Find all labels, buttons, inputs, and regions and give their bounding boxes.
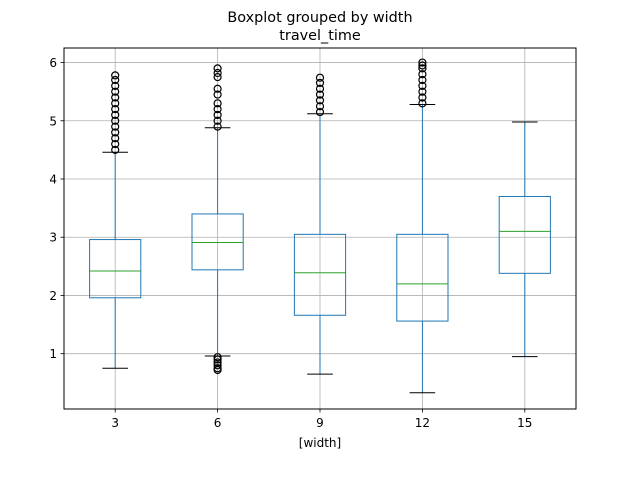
outlier-point bbox=[213, 68, 222, 78]
chart-subtitle: travel_time bbox=[279, 28, 361, 44]
outlier-point bbox=[315, 102, 325, 111]
outlier-point bbox=[213, 84, 222, 93]
outlier-point bbox=[111, 105, 120, 114]
y-tick-label: 3 bbox=[49, 231, 57, 245]
outlier-point bbox=[418, 61, 427, 70]
outlier-point bbox=[213, 110, 222, 120]
outlier-point bbox=[111, 75, 120, 85]
box-layer bbox=[89, 58, 551, 394]
outlier-point bbox=[213, 361, 222, 370]
outlier-point bbox=[315, 73, 325, 82]
outlier-point bbox=[418, 81, 427, 90]
outlier-point bbox=[111, 134, 120, 143]
outlier-point bbox=[213, 355, 222, 364]
outlier-point bbox=[111, 87, 120, 96]
outlier-point bbox=[315, 107, 325, 117]
iqr-box bbox=[89, 239, 142, 299]
outlier-point bbox=[111, 145, 120, 154]
iqr-box bbox=[293, 233, 347, 316]
outlier-point bbox=[111, 122, 120, 131]
outlier-point bbox=[315, 90, 325, 99]
x-tick-label: 6 bbox=[214, 416, 222, 430]
chart-title: Boxplot grouped by width bbox=[227, 10, 412, 26]
y-tick-label: 6 bbox=[49, 56, 57, 70]
outlier-point bbox=[213, 122, 222, 131]
outlier-point bbox=[213, 73, 222, 82]
outlier-point bbox=[213, 90, 222, 99]
y-tick-label: 1 bbox=[49, 347, 57, 361]
x-tick-label: 12 bbox=[415, 416, 430, 430]
iqr-box bbox=[498, 195, 551, 274]
box-group-3 bbox=[89, 71, 142, 369]
outlier-point bbox=[111, 110, 120, 120]
iqr-box bbox=[396, 233, 449, 322]
box-group-9 bbox=[293, 73, 347, 375]
outlier-point bbox=[111, 71, 120, 80]
outlier-point bbox=[213, 99, 222, 108]
outlier-point bbox=[213, 358, 222, 367]
x-tick-label: 9 bbox=[316, 416, 324, 430]
outlier-point bbox=[213, 116, 222, 125]
x-tick-label: 3 bbox=[111, 416, 119, 430]
outlier-point bbox=[418, 87, 427, 96]
iqr-box bbox=[191, 213, 244, 271]
outlier-point bbox=[213, 353, 222, 362]
outlier-point bbox=[418, 64, 427, 73]
x-axis-label: [width] bbox=[299, 436, 341, 450]
outlier-point bbox=[213, 64, 222, 73]
box-group-12 bbox=[396, 58, 449, 394]
outlier-point bbox=[418, 58, 427, 67]
y-tick-label: 4 bbox=[49, 173, 57, 187]
box-group-15 bbox=[498, 121, 551, 358]
outlier-point bbox=[213, 105, 222, 114]
outlier-point bbox=[315, 78, 325, 88]
y-tick-label: 2 bbox=[49, 289, 57, 303]
outlier-point bbox=[111, 139, 120, 149]
outlier-point bbox=[315, 84, 325, 93]
x-tick-label: 15 bbox=[517, 416, 532, 430]
outlier-point bbox=[111, 116, 120, 125]
outlier-point bbox=[111, 99, 120, 108]
y-tick-label: 5 bbox=[49, 114, 57, 128]
outlier-point bbox=[111, 81, 120, 90]
outlier-point bbox=[315, 96, 325, 105]
outlier-point bbox=[111, 128, 120, 137]
outlier-point bbox=[418, 93, 427, 102]
outlier-point bbox=[111, 93, 120, 102]
outlier-point bbox=[213, 364, 222, 373]
outlier-point bbox=[418, 75, 427, 85]
box-group-6 bbox=[191, 64, 244, 375]
outlier-point bbox=[418, 99, 427, 108]
outlier-point bbox=[418, 70, 427, 79]
